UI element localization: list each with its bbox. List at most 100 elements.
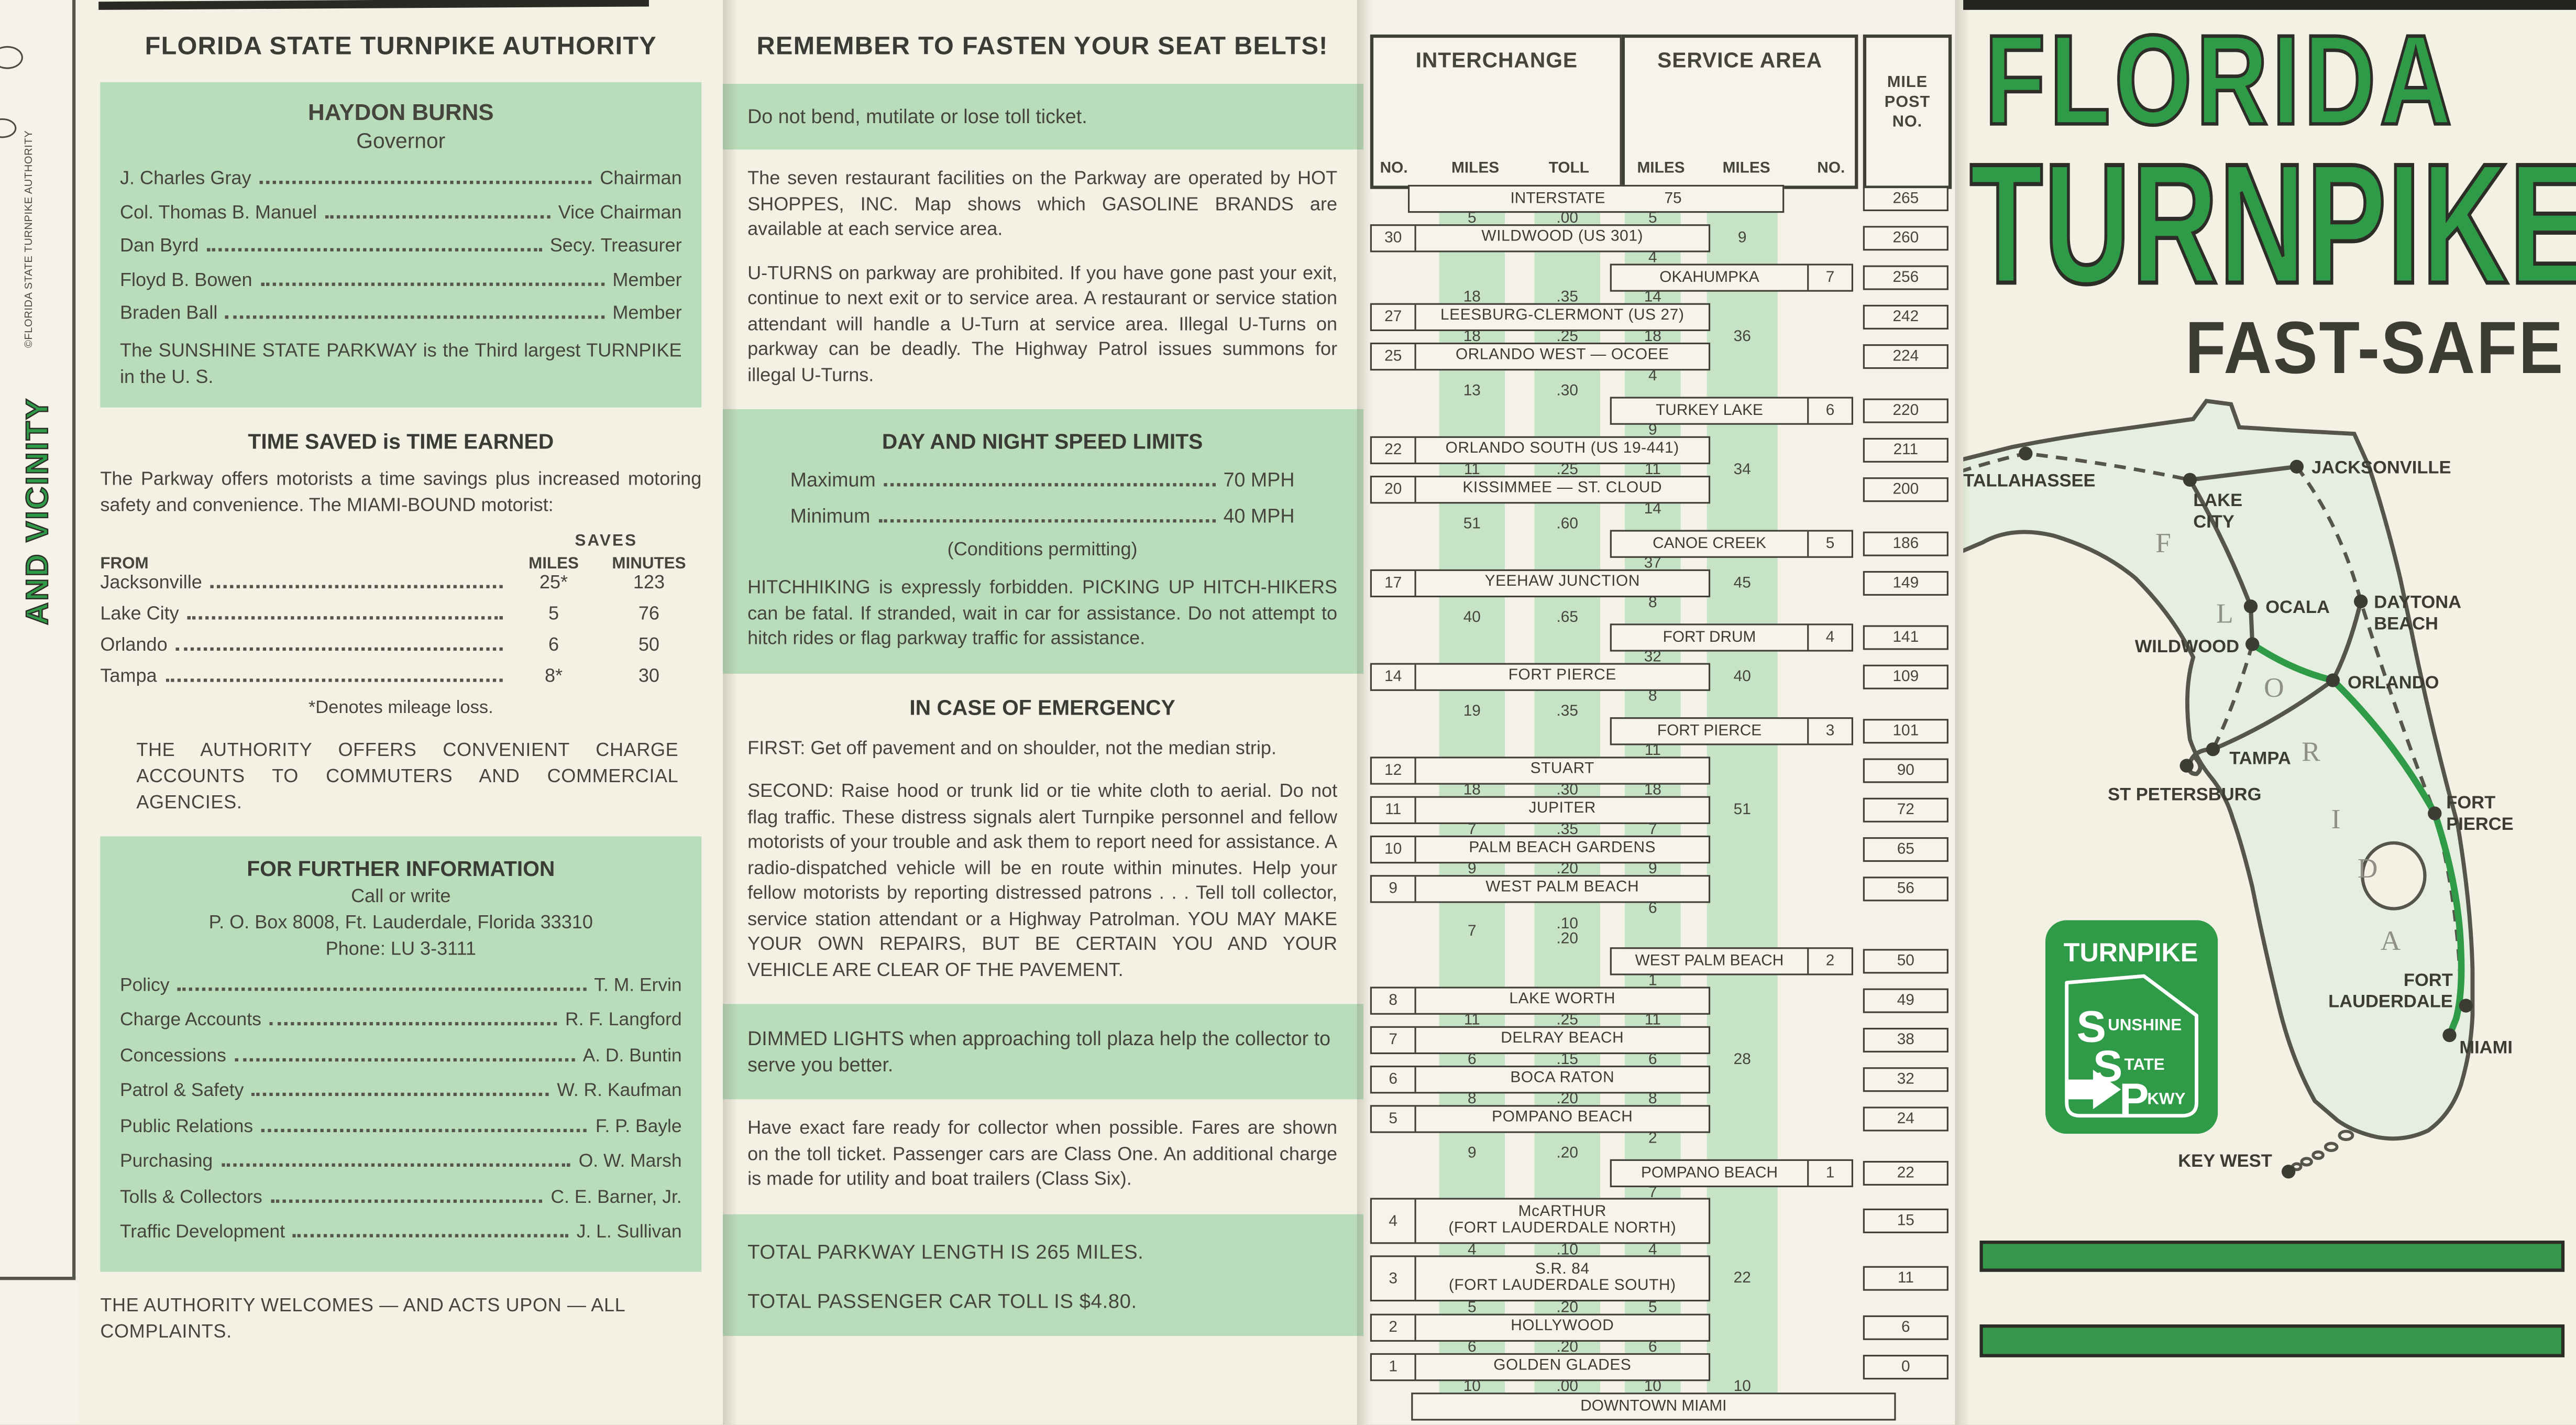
service-area-box: WEST PALM BEACH 2 — [1610, 946, 1853, 974]
speed-row-value: 70 MPH — [1223, 468, 1295, 491]
table-row-int: 6 BOCA RATON 32 — [1370, 1065, 1957, 1093]
milepost-box: 242 — [1863, 304, 1948, 329]
table-row-gap: 19.35 — [1370, 703, 1957, 719]
table-row-int: 9 WEST PALM BEACH 56 — [1370, 874, 1957, 902]
table-s1-value: 11 — [1644, 460, 1661, 478]
official-row-label: J. Charles Gray — [119, 169, 251, 189]
table-m-value: 8 — [1467, 1089, 1477, 1108]
table-row-gap: 7 — [1370, 1185, 1957, 1200]
table-toll-value: .30 — [1556, 381, 1578, 400]
milepost-box: 260 — [1863, 225, 1948, 250]
time-saved-footnote: *Denotes mileage loss. — [308, 697, 493, 718]
table-m-value: 9 — [1467, 859, 1477, 878]
table-row-gap: 40.65 — [1370, 609, 1957, 625]
table-s1-value: 8 — [1648, 1089, 1657, 1108]
interchange-name: POMPANO BEACH — [1492, 1108, 1633, 1126]
logo-s1-big: S — [2077, 1002, 2106, 1051]
roads-dashed — [1963, 452, 2463, 1036]
table-s1-value: 9 — [1648, 420, 1657, 439]
roads-solid — [2187, 464, 2363, 776]
table-row-gap: 9 — [1370, 422, 1957, 437]
contact-row-label: Public Relations — [119, 1116, 254, 1136]
city-label: FORT PIERCE — [2446, 793, 2513, 834]
governor-name: HAYDON BURNS — [307, 98, 494, 125]
state-letter: L — [2216, 598, 2235, 629]
saves-col-label: SAVES — [575, 531, 638, 550]
milepost-box: 90 — [1863, 757, 1948, 782]
service-area-no: 7 — [1807, 264, 1852, 290]
table-s1-value: 5 — [1648, 209, 1657, 227]
table-row-gap: 18 .35 14 — [1370, 289, 1957, 304]
milepost-value: 50 — [1897, 951, 1914, 970]
florida-map: F L O R ID A TALLAHASSEE JACKSONVILLE LAKE CITY O… — [1963, 399, 2514, 1179]
table-s1-value: 11 — [1644, 741, 1661, 760]
city-dot — [2183, 473, 2197, 487]
logo-shield-outline — [2065, 974, 2198, 1118]
contact-row: Public Relations F. P. Bayle — [120, 1116, 682, 1136]
time-saved-heading: TIME SAVED is TIME EARNED — [248, 428, 554, 453]
contact-row-value: J. L. Sullivan — [576, 1222, 682, 1243]
contact-row: Patrol & Safety W. R. Kaufman — [120, 1081, 682, 1101]
table-toll-value: .20 — [1556, 1144, 1578, 1162]
interchange-box: 2 HOLLYWOOD — [1370, 1313, 1711, 1341]
table-row-svc: OKAHUMPKA 7 256 — [1370, 262, 1957, 291]
city-label: MIAMI — [2459, 1037, 2513, 1057]
panel-authority: FLORIDA STATE TURNPIKE AUTHORITY HAYDON … — [77, 0, 723, 1425]
table-s1-value: 6 — [1648, 898, 1657, 917]
table-row-int: 30 WILDWOOD (US 301) 9 260 — [1370, 223, 1957, 251]
milepost-value: 220 — [1892, 401, 1919, 419]
leader-dots — [269, 1022, 557, 1026]
table-row-gap: 6 .20 6 — [1370, 1339, 1957, 1354]
interchange-no: 20 — [1372, 476, 1416, 501]
panel-interchange-table: INTERCHANGE NO. MILES TOLL SERVICE AREA … — [1363, 0, 1964, 1425]
interchange-no: 17 — [1372, 570, 1416, 595]
milepost-box: 186 — [1863, 531, 1948, 556]
governor-box: HAYDON BURNS Governor J. Charles Gray Cha… — [100, 82, 702, 407]
contact-row-label: Patrol & Safety — [119, 1081, 244, 1101]
service-area-no: 5 — [1807, 531, 1852, 556]
milepost-value: 72 — [1897, 800, 1914, 818]
service-area-box: POMPANO BEACH 1 — [1610, 1158, 1853, 1187]
officials-list: J. Charles Gray Chairman Col. Thomas B. Ma… — [120, 169, 682, 324]
interchange-box: 22 ORLANDO SOUTH (US 19-441) — [1370, 435, 1711, 464]
service-area-no: 4 — [1807, 624, 1852, 649]
contact-row-label: Concessions — [119, 1046, 226, 1066]
service-area-header: SERVICE AREA — [1657, 47, 1823, 73]
table-s1-value: 4 — [1648, 1241, 1657, 1259]
interchange-no: 6 — [1372, 1066, 1416, 1091]
milepost-box: 256 — [1863, 264, 1948, 290]
fold-shadow — [723, 0, 738, 1425]
conditions-note: (Conditions permitting) — [947, 540, 1138, 561]
interchange-box: 25 ORLANDO WEST — OCOEE — [1370, 342, 1711, 370]
interchange-no: 3 — [1372, 1257, 1416, 1300]
table-toll-value: .00 — [1556, 209, 1578, 227]
logo-turnpike-label: TURNPIKE — [2064, 938, 2198, 967]
service-area-name: WEST PALM BEACH — [1635, 951, 1784, 970]
time-minutes: 30 — [638, 666, 659, 686]
city-dot — [2428, 806, 2442, 820]
table-m-value: 18 — [1463, 780, 1481, 799]
contact-row: Tolls & Collectors C. E. Barner, Jr. — [120, 1187, 682, 1207]
city-label: ORLANDO — [2348, 673, 2439, 693]
city-label: LAKE CITY — [2193, 490, 2242, 532]
speed-row-label: Minimum — [790, 504, 871, 528]
milepost-box: 200 — [1863, 476, 1948, 501]
city-dot — [2206, 742, 2220, 757]
contact-row-label: Purchasing — [119, 1152, 213, 1172]
table-s1-value: 4 — [1648, 248, 1657, 267]
table-m-value: 6 — [1467, 1338, 1477, 1356]
city-label: FORT LAUDERDALE — [2328, 970, 2453, 1012]
table-m-value: 5 — [1467, 1298, 1477, 1317]
table-row-gap: 8 — [1370, 595, 1957, 610]
interchange-no: 12 — [1372, 757, 1416, 782]
contact-row: Traffic Development J. L. Sullivan — [120, 1223, 682, 1243]
interchange-name: JUPITER — [1528, 799, 1597, 817]
table-row-gap: 4 — [1370, 248, 1957, 267]
road-shield-icon — [0, 118, 17, 138]
panel2-title: REMEMBER TO FASTEN YOUR SEAT BELTS! — [756, 32, 1328, 61]
table-row-int: 12 STUART 90 — [1370, 755, 1957, 784]
leader-dots — [234, 1057, 575, 1061]
logo-p-rest: KWY — [2147, 1090, 2185, 1108]
service-area-no: 1 — [1807, 1160, 1852, 1185]
milepost-box: 11 — [1863, 1266, 1948, 1291]
